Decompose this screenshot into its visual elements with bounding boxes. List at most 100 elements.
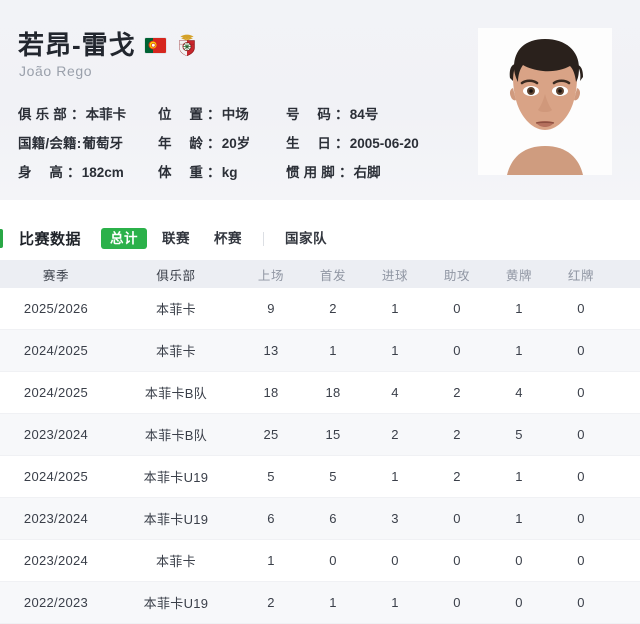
info-row: 身 高 ： 182cm 体 重 ： kg 惯 用 脚 ： 右脚 xyxy=(18,156,486,185)
cell-assists: 0 xyxy=(453,595,461,610)
cell-club: 本菲卡B队 xyxy=(144,428,208,443)
table-row[interactable]: 2022/2023 本菲卡U19 2 1 1 0 0 0 xyxy=(0,582,640,624)
cell-goals: 1 xyxy=(391,469,399,484)
field-shirt-number: 号 码 ： 84号 xyxy=(286,106,379,122)
table-row[interactable]: 2024/2025 本菲卡B队 18 18 4 2 4 0 xyxy=(0,372,640,414)
cell-appearances: 9 xyxy=(267,301,275,316)
cell-club: 本菲卡 xyxy=(156,302,196,317)
col-header-red-cards: 红牌 xyxy=(567,268,595,283)
table-row[interactable]: 2024/2025 本菲卡 13 1 1 0 1 0 xyxy=(0,330,640,372)
cell-yellow-cards: 1 xyxy=(515,343,523,358)
tab-league[interactable]: 联赛 xyxy=(162,231,191,246)
stats-table: 赛季 俱乐部 上场 首发 进球 助攻 黄牌 红牌 2025/2026 本菲卡 9… xyxy=(0,260,640,624)
table-row[interactable]: 2023/2024 本菲卡 1 0 0 0 0 0 xyxy=(0,540,640,582)
cell-assists: 2 xyxy=(453,385,461,400)
cell-yellow-cards: 1 xyxy=(515,301,523,316)
player-attribute-fields: 俱 乐 部 ： 本菲卡 位 置 ： 中场 号 码 ： 84号 国籍/会籍: 葡萄… xyxy=(18,98,486,185)
col-header-starts: 首发 xyxy=(319,268,347,283)
col-header-yellow-cards: 黄牌 xyxy=(505,268,533,283)
tab-national-team[interactable]: 国家队 xyxy=(285,231,328,246)
col-header-assists: 助攻 xyxy=(443,268,471,283)
cell-club: 本菲卡U19 xyxy=(143,470,209,485)
col-header-club: 俱乐部 xyxy=(156,268,196,283)
cell-assists: 0 xyxy=(453,553,461,568)
cell-appearances: 18 xyxy=(263,385,279,400)
info-row: 俱 乐 部 ： 本菲卡 位 置 ： 中场 号 码 ： 84号 xyxy=(18,98,486,127)
table-row[interactable]: 2025/2026 本菲卡 9 2 1 0 1 0 xyxy=(0,288,640,330)
cell-red-cards: 0 xyxy=(577,301,585,316)
player-info-panel: 若昂-雷戈 João Rego xyxy=(0,0,640,200)
tab-cup[interactable]: 杯赛 xyxy=(214,231,243,246)
cell-goals: 1 xyxy=(391,595,399,610)
cell-yellow-cards: 4 xyxy=(515,385,523,400)
cell-starts: 2 xyxy=(329,301,337,316)
cell-starts: 5 xyxy=(329,469,337,484)
benfica-badge-icon xyxy=(175,33,199,57)
cell-red-cards: 0 xyxy=(577,343,585,358)
table-row[interactable]: 2023/2024 本菲卡B队 25 15 2 2 5 0 xyxy=(0,414,640,456)
cell-club: 本菲卡B队 xyxy=(144,386,208,401)
stats-tabs: 比赛数据 总计 联赛 杯赛 国家队 xyxy=(19,228,342,249)
cell-club: 本菲卡 xyxy=(156,344,196,359)
table-header-row: 赛季 俱乐部 上场 首发 进球 助攻 黄牌 红牌 xyxy=(0,260,640,288)
table-row[interactable]: 2024/2025 本菲卡U19 5 5 1 2 1 0 xyxy=(0,456,640,498)
cell-yellow-cards: 0 xyxy=(515,595,523,610)
field-weight: 体 重 ： kg xyxy=(158,164,238,180)
cell-starts: 18 xyxy=(325,385,341,400)
player-name-row: 若昂-雷戈 xyxy=(18,30,199,60)
player-name-en: João Rego xyxy=(19,63,93,79)
cell-red-cards: 0 xyxy=(577,553,585,568)
cell-season: 2023/2024 xyxy=(23,511,89,526)
cell-assists: 2 xyxy=(453,469,461,484)
cell-season: 2022/2023 xyxy=(23,595,89,610)
cell-yellow-cards: 1 xyxy=(515,469,523,484)
field-position: 位 置 ： 中场 xyxy=(158,106,249,122)
cell-assists: 0 xyxy=(453,343,461,358)
cell-red-cards: 0 xyxy=(577,427,585,442)
cell-goals: 2 xyxy=(391,427,399,442)
cell-season: 2023/2024 xyxy=(23,427,89,442)
cell-season: 2024/2025 xyxy=(23,385,89,400)
cell-season: 2025/2026 xyxy=(23,301,89,316)
cell-season: 2024/2025 xyxy=(23,469,89,484)
cell-goals: 3 xyxy=(391,511,399,526)
cell-goals: 1 xyxy=(391,343,399,358)
cell-starts: 15 xyxy=(325,427,341,442)
cell-club: 本菲卡U19 xyxy=(143,596,209,611)
cell-assists: 0 xyxy=(453,301,461,316)
cell-starts: 0 xyxy=(329,553,337,568)
cell-red-cards: 0 xyxy=(577,469,585,484)
col-header-goals: 进球 xyxy=(381,268,409,283)
cell-club: 本菲卡U19 xyxy=(143,512,209,527)
cell-goals: 4 xyxy=(391,385,399,400)
cell-appearances: 5 xyxy=(267,469,275,484)
cell-season: 2024/2025 xyxy=(23,343,89,358)
cell-club: 本菲卡 xyxy=(156,554,196,569)
cell-yellow-cards: 5 xyxy=(515,427,523,442)
cell-appearances: 13 xyxy=(263,343,279,358)
portugal-flag-icon xyxy=(144,37,166,53)
cell-yellow-cards: 1 xyxy=(515,511,523,526)
cell-appearances: 6 xyxy=(267,511,275,526)
field-nationality: 国籍/会籍: 葡萄牙 xyxy=(18,135,123,151)
cell-starts: 1 xyxy=(329,595,337,610)
cell-assists: 2 xyxy=(453,427,461,442)
cell-red-cards: 0 xyxy=(577,511,585,526)
cell-starts: 6 xyxy=(329,511,337,526)
cell-season: 2023/2024 xyxy=(23,553,89,568)
cell-goals: 1 xyxy=(391,301,399,316)
cell-starts: 1 xyxy=(329,343,337,358)
info-row: 国籍/会籍: 葡萄牙 年 龄 ： 20岁 生 日 ： 2005-06-20 xyxy=(18,127,486,156)
table-row[interactable]: 2023/2024 本菲卡U19 6 6 3 0 1 0 xyxy=(0,498,640,540)
tab-divider xyxy=(263,231,265,246)
col-header-season: 赛季 xyxy=(42,268,70,283)
cell-red-cards: 0 xyxy=(577,595,585,610)
cell-goals: 0 xyxy=(391,553,399,568)
tab-total[interactable]: 总计 xyxy=(101,228,148,249)
field-height: 身 高 ： 182cm xyxy=(18,164,124,180)
cell-appearances: 2 xyxy=(267,595,275,610)
col-header-appearances: 上场 xyxy=(257,268,285,283)
field-birthday: 生 日 ： 2005-06-20 xyxy=(286,135,419,151)
player-name-cn: 若昂-雷戈 xyxy=(18,30,136,60)
section-title-match-data: 比赛数据 xyxy=(19,231,82,248)
